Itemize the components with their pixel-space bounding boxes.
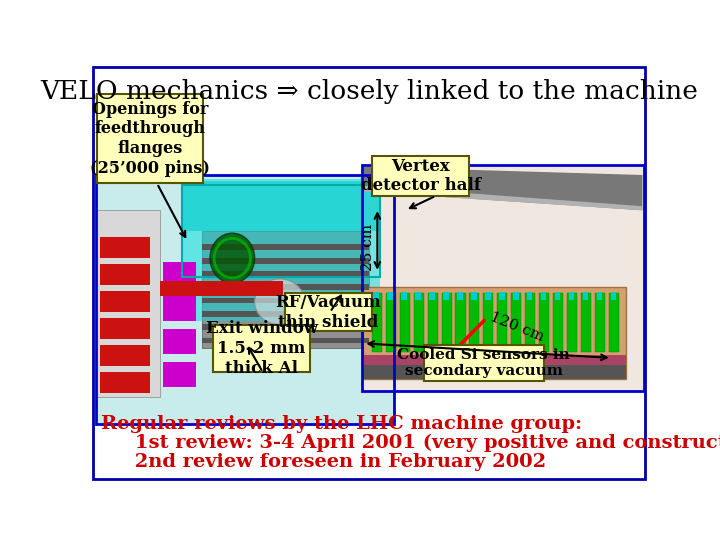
Bar xyxy=(372,293,382,352)
Bar xyxy=(202,258,369,264)
Bar xyxy=(163,329,196,354)
Bar xyxy=(364,287,626,379)
Bar xyxy=(541,292,546,300)
Bar xyxy=(483,293,493,352)
Bar xyxy=(595,293,605,352)
Bar xyxy=(401,292,407,300)
Bar xyxy=(498,293,508,352)
Bar xyxy=(485,292,490,300)
Text: Vertex
detector half: Vertex detector half xyxy=(361,158,481,194)
Bar xyxy=(213,325,310,373)
Bar xyxy=(415,292,421,300)
Text: 120 cm: 120 cm xyxy=(488,309,546,344)
Polygon shape xyxy=(364,167,642,210)
Bar xyxy=(96,94,203,183)
Bar xyxy=(285,294,372,331)
Bar xyxy=(202,298,369,303)
Bar xyxy=(96,210,160,397)
Bar xyxy=(400,293,410,352)
Bar xyxy=(555,292,560,300)
Bar xyxy=(160,281,282,295)
Bar xyxy=(456,293,466,352)
Bar xyxy=(457,292,463,300)
Bar xyxy=(374,292,379,300)
Ellipse shape xyxy=(255,279,305,325)
Bar xyxy=(163,262,196,287)
Text: Cooled Si sensors in
secondary vacuum: Cooled Si sensors in secondary vacuum xyxy=(397,348,570,378)
Bar xyxy=(96,175,394,424)
Bar xyxy=(202,245,369,250)
Bar xyxy=(202,285,369,290)
Bar xyxy=(499,292,505,300)
Bar xyxy=(414,293,423,352)
Bar xyxy=(511,293,521,352)
Bar xyxy=(100,265,150,285)
Bar xyxy=(441,293,451,352)
Bar xyxy=(581,293,591,352)
Text: Exit window
1.5-2 mm
thick Al: Exit window 1.5-2 mm thick Al xyxy=(206,320,318,377)
Bar xyxy=(202,311,369,317)
Polygon shape xyxy=(364,185,642,210)
Bar xyxy=(202,324,369,330)
Bar xyxy=(364,355,626,365)
Bar xyxy=(100,238,150,258)
Text: Regular reviews by the LHC machine group:: Regular reviews by the LHC machine group… xyxy=(101,415,582,433)
Text: Openings for
feedthrough
flanges
(25’000 pins): Openings for feedthrough flanges (25’000… xyxy=(90,100,210,177)
Text: 1st review: 3-4 April 2001 (very positive and constructive): 1st review: 3-4 April 2001 (very positiv… xyxy=(101,434,720,453)
Bar xyxy=(527,292,533,300)
Bar xyxy=(202,271,369,277)
Bar xyxy=(163,362,196,387)
Bar xyxy=(182,179,380,321)
Bar xyxy=(362,165,644,391)
Bar xyxy=(513,292,518,300)
Bar xyxy=(100,346,150,366)
Bar xyxy=(100,319,150,339)
Bar xyxy=(471,292,477,300)
Bar xyxy=(163,295,196,321)
Bar xyxy=(569,292,575,300)
Ellipse shape xyxy=(210,233,255,283)
Bar xyxy=(362,165,644,391)
Text: 2nd review foreseen in February 2002: 2nd review foreseen in February 2002 xyxy=(101,453,546,471)
Bar xyxy=(469,293,480,352)
Bar xyxy=(100,292,150,312)
Bar xyxy=(423,346,544,381)
Text: 25 cm: 25 cm xyxy=(361,224,375,271)
Bar xyxy=(582,292,588,300)
Bar xyxy=(364,364,626,379)
Text: VELO mechanics ⇒ closely linked to the machine: VELO mechanics ⇒ closely linked to the m… xyxy=(40,79,698,104)
Bar xyxy=(386,293,396,352)
Bar xyxy=(539,293,549,352)
Bar xyxy=(96,175,394,424)
Bar xyxy=(202,231,369,348)
Bar xyxy=(444,292,449,300)
Bar xyxy=(387,292,393,300)
Text: RF/Vacuum
thin shield: RF/Vacuum thin shield xyxy=(276,294,382,330)
Bar xyxy=(611,292,616,300)
Bar xyxy=(597,292,602,300)
Bar xyxy=(372,156,469,196)
Bar xyxy=(428,293,438,352)
Bar xyxy=(567,293,577,352)
Bar xyxy=(182,185,380,277)
Bar xyxy=(526,293,535,352)
Bar xyxy=(182,181,380,231)
Bar xyxy=(429,292,435,300)
Bar xyxy=(609,293,619,352)
Bar xyxy=(202,338,369,343)
Bar xyxy=(100,373,150,393)
Bar xyxy=(553,293,563,352)
